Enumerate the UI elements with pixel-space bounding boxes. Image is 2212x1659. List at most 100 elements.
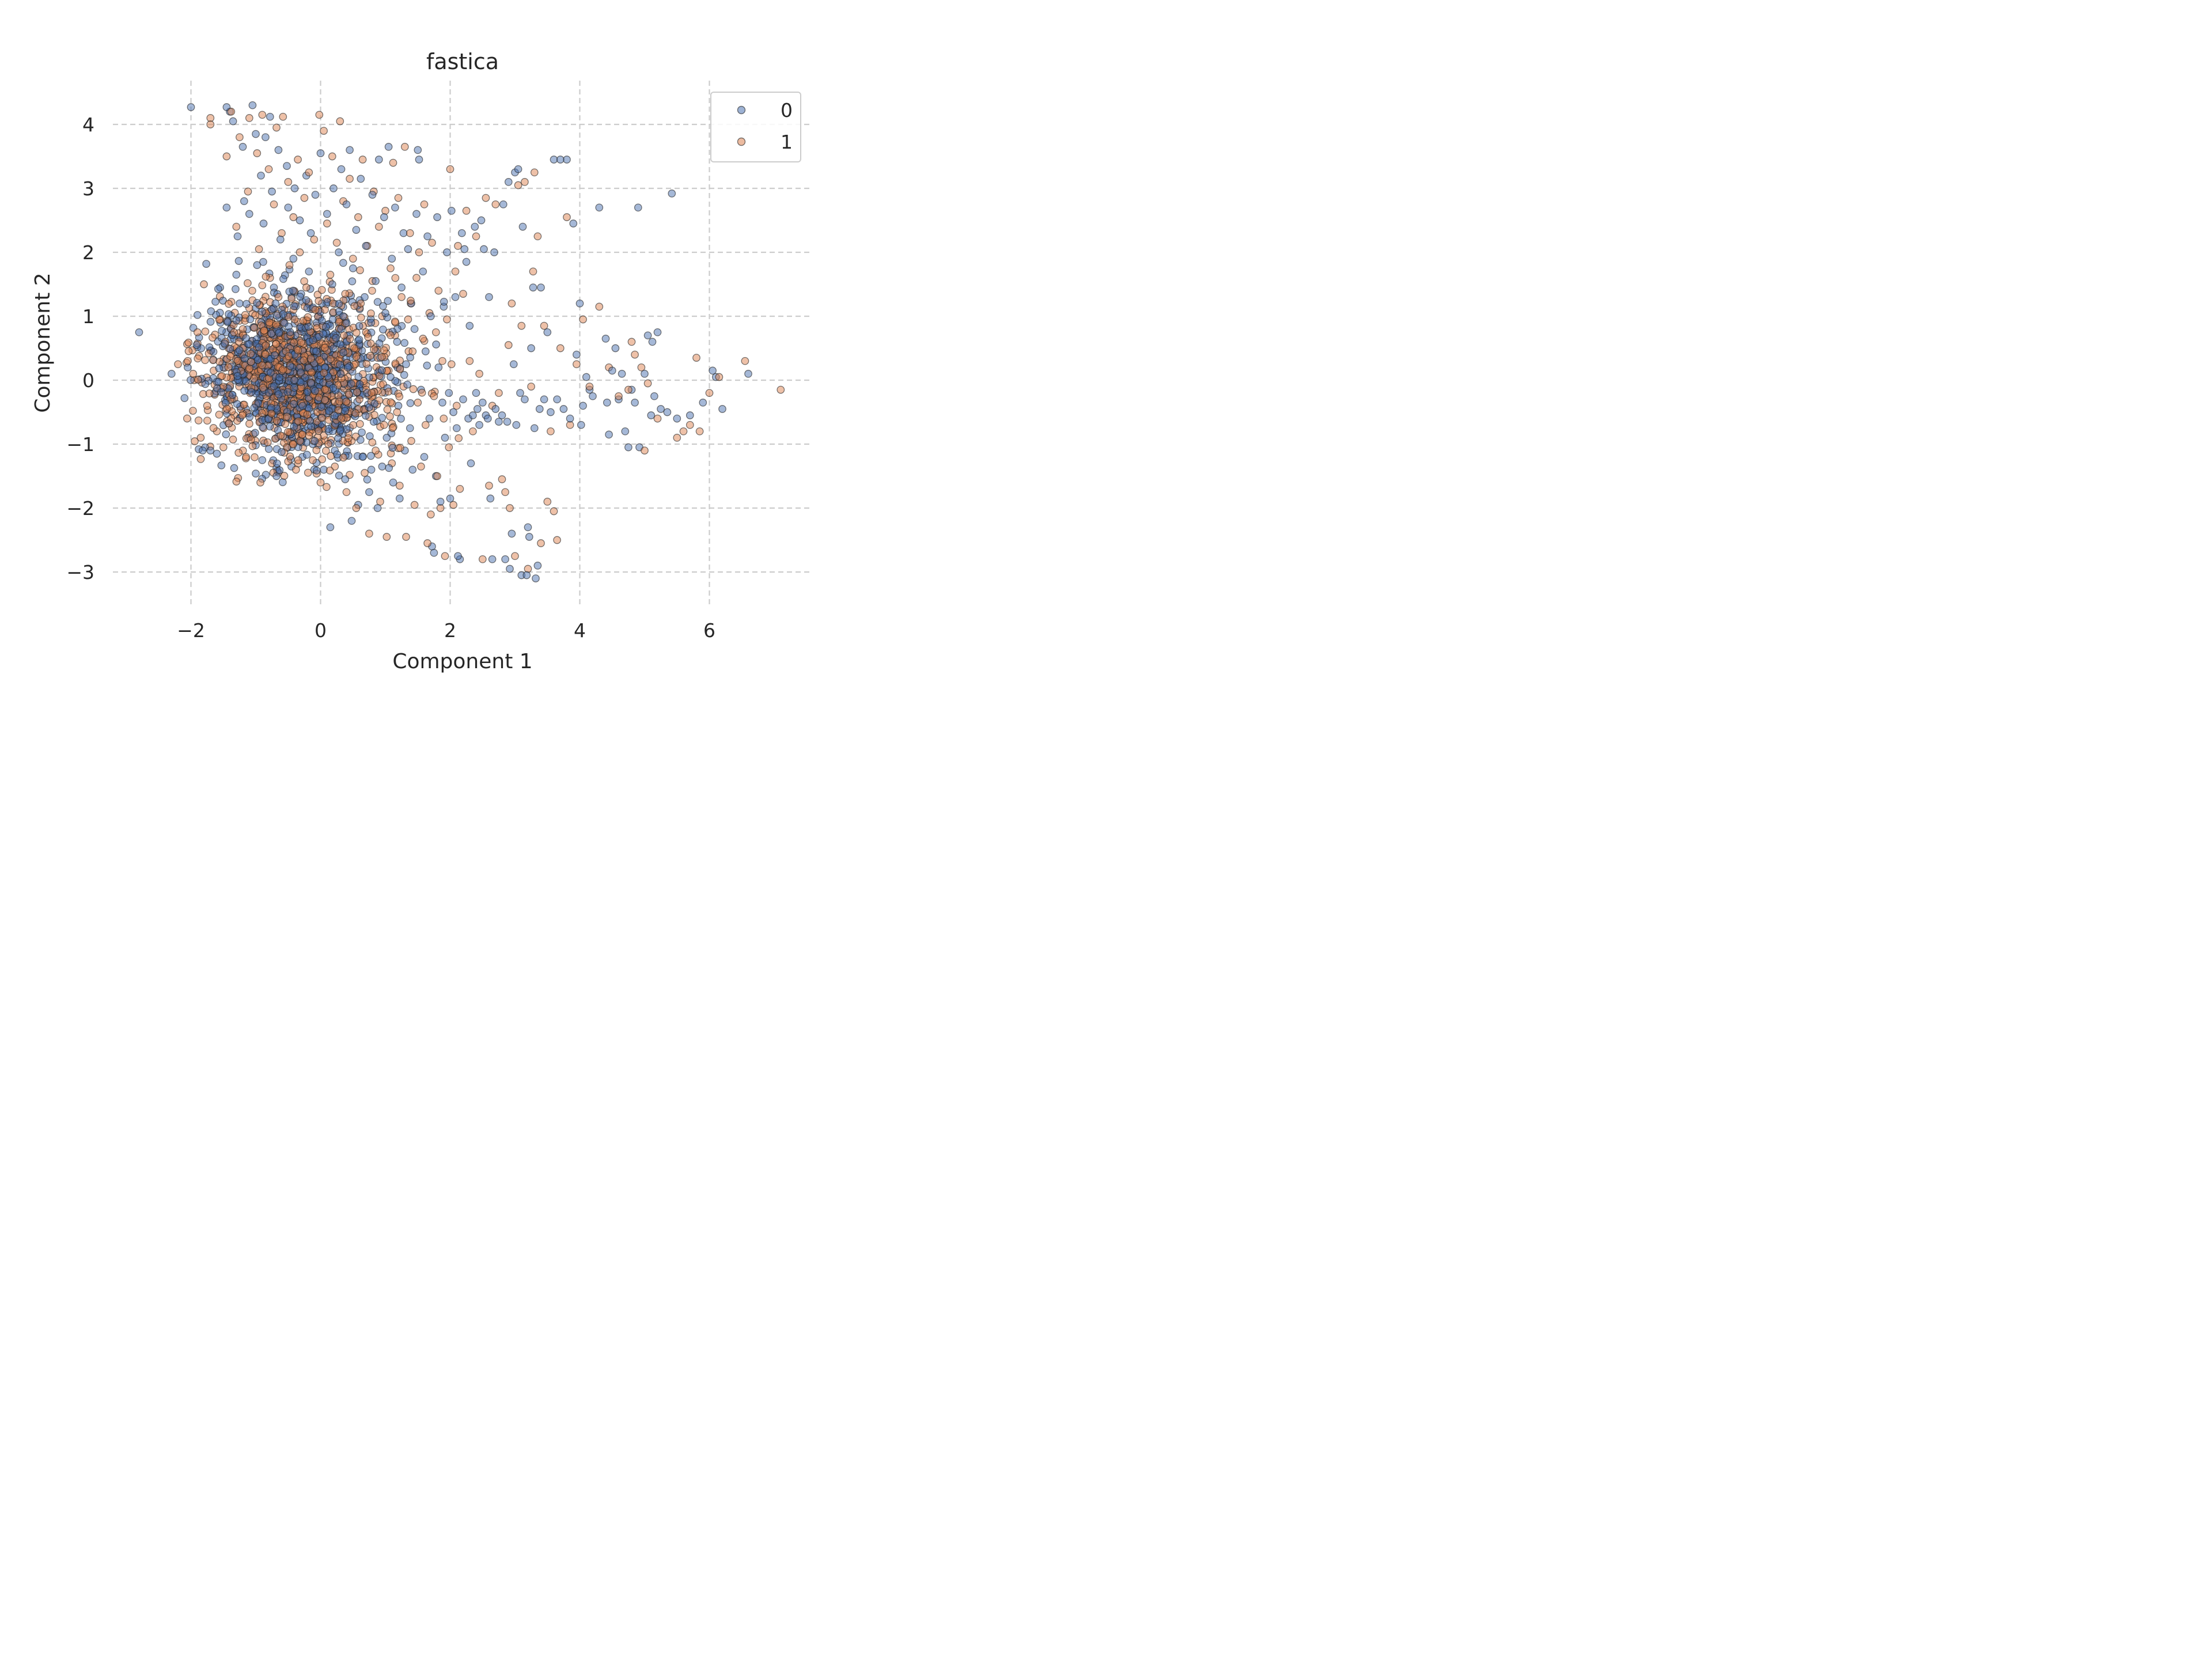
data-point-series-1	[315, 427, 323, 435]
data-point-series-0	[579, 402, 587, 410]
data-point-series-1	[355, 395, 363, 404]
data-point-series-1	[530, 168, 539, 177]
data-point-series-0	[232, 285, 240, 293]
data-point-series-0	[397, 283, 406, 291]
legend-marker-1	[737, 137, 746, 146]
data-point-series-0	[296, 216, 304, 225]
data-point-series-1	[326, 271, 335, 279]
data-point-series-1	[318, 455, 327, 464]
data-point-series-0	[393, 338, 402, 346]
data-point-series-1	[362, 359, 371, 368]
data-point-series-1	[454, 242, 462, 250]
data-point-series-0	[471, 222, 479, 231]
data-point-series-0	[279, 275, 287, 283]
data-point-series-0	[266, 112, 274, 121]
data-point-series-1	[381, 207, 389, 215]
data-point-series-0	[397, 415, 405, 423]
x-tick-label: −2	[177, 619, 205, 642]
data-point-series-1	[294, 456, 302, 464]
data-point-series-0	[206, 317, 215, 326]
data-point-series-1	[323, 219, 331, 228]
data-point-series-1	[230, 328, 238, 336]
data-point-series-0	[634, 203, 642, 212]
data-point-series-1	[302, 283, 310, 291]
data-point-series-0	[521, 395, 529, 404]
legend-box	[710, 92, 801, 162]
data-point-series-0	[193, 310, 202, 319]
data-point-series-0	[462, 257, 471, 266]
data-point-series-1	[624, 385, 632, 394]
data-point-series-0	[235, 346, 244, 354]
data-point-series-0	[514, 165, 522, 173]
data-point-series-1	[308, 368, 316, 377]
data-point-series-0	[641, 370, 649, 378]
data-point-series-0	[290, 384, 298, 392]
data-point-series-1	[215, 358, 224, 366]
data-point-series-1	[579, 315, 587, 324]
data-point-series-1	[434, 286, 443, 295]
data-point-series-0	[347, 380, 355, 388]
data-point-series-1	[274, 293, 283, 301]
data-point-series-0	[335, 300, 343, 308]
data-point-series-0	[559, 405, 568, 413]
data-point-series-0	[495, 418, 503, 426]
data-point-series-1	[222, 404, 231, 413]
data-point-series-1	[209, 356, 217, 365]
data-point-series-0	[475, 421, 483, 429]
data-point-series-0	[214, 285, 222, 293]
data-point-series-1	[357, 313, 365, 322]
y-tick-label: −2	[66, 497, 94, 520]
data-point-series-0	[187, 103, 195, 111]
data-point-series-1	[563, 213, 571, 221]
data-point-series-0	[335, 248, 343, 256]
data-point-series-1	[382, 533, 391, 541]
data-point-series-1	[250, 324, 259, 332]
data-point-series-0	[488, 555, 497, 563]
x-tick-label: 6	[703, 619, 715, 642]
data-point-series-0	[378, 463, 387, 471]
data-point-series-1	[267, 410, 276, 418]
data-point-series-0	[206, 446, 215, 454]
data-point-series-1	[294, 346, 302, 355]
data-point-series-1	[420, 200, 429, 209]
data-point-series-0	[234, 257, 243, 265]
data-point-series-1	[410, 501, 419, 509]
data-point-series-0	[286, 328, 294, 336]
data-point-series-1	[304, 313, 312, 321]
data-point-series-1	[456, 484, 464, 493]
data-point-series-1	[409, 385, 418, 393]
data-point-series-0	[577, 421, 585, 429]
data-point-series-1	[203, 402, 211, 410]
data-point-series-1	[741, 357, 749, 365]
data-point-series-1	[236, 133, 244, 142]
data-point-series-1	[224, 363, 233, 372]
data-point-series-1	[291, 465, 300, 474]
data-point-series-0	[275, 373, 283, 381]
data-point-series-1	[294, 417, 302, 426]
data-point-series-1	[421, 421, 430, 429]
data-point-series-1	[418, 388, 426, 397]
data-point-series-1	[349, 421, 357, 429]
data-point-series-0	[373, 298, 382, 306]
data-point-series-0	[685, 411, 694, 419]
data-point-series-1	[245, 114, 253, 122]
data-point-series-0	[264, 388, 273, 397]
data-point-series-1	[550, 507, 558, 516]
legend-label-0: 0	[781, 99, 793, 122]
data-point-series-1	[631, 350, 639, 359]
data-point-series-1	[400, 143, 409, 151]
data-point-series-0	[226, 344, 234, 353]
data-point-series-0	[503, 418, 512, 426]
data-point-series-0	[423, 232, 431, 241]
data-point-series-1	[245, 364, 253, 373]
data-point-series-0	[452, 424, 461, 433]
data-point-series-1	[232, 222, 241, 231]
data-point-series-1	[415, 248, 423, 256]
data-point-series-1	[573, 360, 581, 369]
data-point-series-0	[240, 197, 248, 206]
data-point-series-0	[336, 370, 345, 378]
data-point-series-1	[428, 238, 436, 247]
data-point-series-1	[225, 300, 233, 308]
data-point-series-1	[310, 235, 319, 244]
data-point-series-1	[504, 341, 513, 349]
